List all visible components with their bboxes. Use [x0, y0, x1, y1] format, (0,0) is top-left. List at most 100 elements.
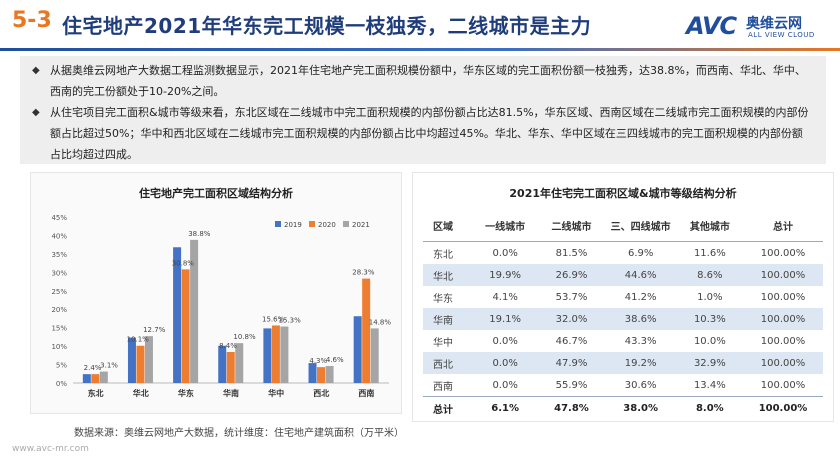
share-cell: 11.6% [693, 247, 726, 259]
logo-chinese-name: 奥维云网 [746, 16, 802, 32]
share-cell: 46.7% [555, 335, 588, 347]
share-cell: 47.9% [538, 352, 605, 374]
legend-swatch [343, 221, 349, 227]
total-cell: 38.0% [604, 396, 677, 419]
data-label: 8.4% [219, 342, 237, 350]
y-tick-label: 0% [56, 380, 67, 388]
share-cell: 6.9% [627, 247, 654, 259]
region-cell: 华东 [433, 293, 453, 305]
share-cell: 32.0% [538, 308, 605, 330]
share-cell: 100.00% [760, 291, 806, 303]
y-tick-label: 20% [51, 306, 67, 314]
data-label: 10.1% [127, 336, 150, 344]
bar [317, 367, 326, 383]
table-header-row: 区域 一线城市 二线城市 三、四线城市 其他城市 总计 [423, 209, 823, 242]
bar [91, 374, 100, 383]
region-cell: 华中 [433, 337, 453, 349]
total-cell: 47.8% [538, 396, 605, 419]
x-tick-label: 西北 [313, 388, 329, 398]
column-header: 其他城市 [676, 209, 743, 242]
share-cell: 0.0% [471, 352, 539, 374]
share-cell: 19.9% [471, 264, 539, 286]
page-header: 5-3 住宅地产2021年华东完工规模一枝独秀，二线城市是主力 AVC 奥维云网… [0, 0, 840, 50]
y-tick-label: 45% [51, 214, 67, 222]
bullet-text: 从据奥维云网地产大数据工程监测数据显示，2021年住宅地产完工面积规模份额中，华… [50, 64, 806, 98]
share-cell: 10.3% [676, 308, 743, 330]
x-axis: 东北 华北 华东 华南 华中 西北 西南 [88, 388, 375, 398]
bar-chart-panel: 住宅地产完工面积区域结构分析 2019 2020 2021 0% 5% 10% 15% 20… [30, 172, 402, 414]
summary-bullet: ◆ 从住宅项目完工面积&城市等级来看，东北区域在二线城市中完工面积规模的内部份额… [32, 102, 812, 165]
bar [280, 326, 289, 383]
y-tick-label: 15% [51, 325, 67, 333]
section-number: 5-3 [12, 8, 52, 33]
table-row: 东北 0.0% 81.5% 6.9% 11.6% 100.00% [423, 242, 823, 265]
total-cell: 8.0% [676, 396, 743, 419]
logo-wordmark: AVC [686, 12, 737, 40]
footer-url: www.avc-mr.com [12, 444, 89, 454]
legend-label: 2019 [284, 221, 302, 229]
region-cell: 华南 [423, 308, 472, 330]
bar [271, 325, 280, 383]
share-cell: 30.6% [624, 379, 657, 391]
table-body: 东北 0.0% 81.5% 6.9% 11.6% 100.00% 华北 19.9% 26.9% 4… [423, 242, 823, 419]
y-tick-label: 25% [51, 288, 67, 296]
data-label: 30.8% [172, 259, 195, 267]
share-cell: 100.00% [743, 352, 823, 374]
x-tick-label: 东北 [88, 388, 104, 398]
column-header: 区域 [423, 209, 472, 242]
share-cell: 26.9% [538, 264, 605, 286]
share-cell: 44.6% [604, 264, 677, 286]
share-cell: 32.9% [676, 352, 743, 374]
data-label: 3.1% [100, 362, 118, 370]
bar [353, 316, 362, 383]
share-cell: 8.6% [676, 264, 743, 286]
data-source-note: 数据来源：奥维云网地产大数据，统计维度：住宅地产建筑面积（万平米） [74, 428, 404, 439]
table-row: 华北 19.9% 26.9% 44.6% 8.6% 100.00% [423, 264, 823, 286]
x-tick-label: 华东 [178, 388, 194, 398]
region-cell: 华北 [423, 264, 472, 286]
chart-legend: 2019 2020 2021 [275, 221, 370, 229]
page-title: 住宅地产2021年华东完工规模一枝独秀，二线城市是主力 [62, 14, 592, 38]
bar [370, 328, 379, 383]
total-label-cell: 总计 [423, 396, 472, 419]
bar-series [82, 239, 379, 383]
share-cell: 0.0% [492, 335, 518, 347]
data-label: 14.8% [369, 318, 392, 326]
bar [127, 337, 136, 383]
table-total-row: 总计 6.1% 47.8% 38.0% 8.0% 100.00% [423, 396, 823, 419]
data-label: 4.3% [309, 357, 327, 365]
share-cell: 13.4% [693, 379, 726, 391]
x-tick-label: 西南 [358, 388, 374, 398]
share-cell: 41.2% [624, 291, 657, 303]
region-city-table-panel: 2021年住宅完工面积区域&城市等级结构分析 区域 一线城市 二线城市 三、四线… [412, 172, 834, 422]
share-cell: 19.1% [471, 308, 539, 330]
summary-box: ◆ 从据奥维云网地产大数据工程监测数据显示，2021年住宅地产完工面积规模份额中… [20, 56, 826, 164]
bar-chart: 住宅地产完工面积区域结构分析 2019 2020 2021 0% 5% 10% 15% 20… [51, 186, 392, 398]
data-label: 2.4% [84, 364, 102, 372]
share-cell: 38.6% [604, 308, 677, 330]
data-label: 38.8% [188, 230, 211, 238]
data-label: 28.3% [352, 269, 375, 277]
y-tick-label: 10% [51, 343, 67, 351]
table-row: 华东 4.1% 53.7% 41.2% 1.0% 100.00% [423, 286, 823, 308]
data-labels: 2.4%3.1% 10.1% 12.7% 30.8% 38.8% 8.4%10.8% 15.… [84, 230, 392, 372]
share-cell: 100.00% [743, 264, 823, 286]
share-cell: 100.00% [760, 247, 806, 259]
region-cell: 西北 [423, 352, 472, 374]
data-label: 15.3% [279, 317, 302, 325]
legend-swatch [275, 221, 281, 227]
table-row: 华南 19.1% 32.0% 38.6% 10.3% 100.00% [423, 308, 823, 330]
bar [235, 343, 244, 383]
region-cell: 东北 [433, 249, 453, 261]
legend-label: 2021 [352, 221, 370, 229]
total-cell: 6.1% [471, 396, 539, 419]
table-row: 西北 0.0% 47.9% 19.2% 32.9% 100.00% [423, 352, 823, 374]
share-cell: 4.1% [492, 291, 518, 303]
bullet-diamond-icon: ◆ [32, 65, 40, 76]
share-cell: 53.7% [555, 291, 588, 303]
share-cell: 100.00% [760, 379, 806, 391]
legend-swatch [309, 221, 315, 227]
x-tick-label: 华北 [133, 388, 149, 398]
summary-bullet: ◆ 从据奥维云网地产大数据工程监测数据显示，2021年住宅地产完工面积规模份额中… [32, 60, 812, 102]
bar [99, 371, 108, 383]
